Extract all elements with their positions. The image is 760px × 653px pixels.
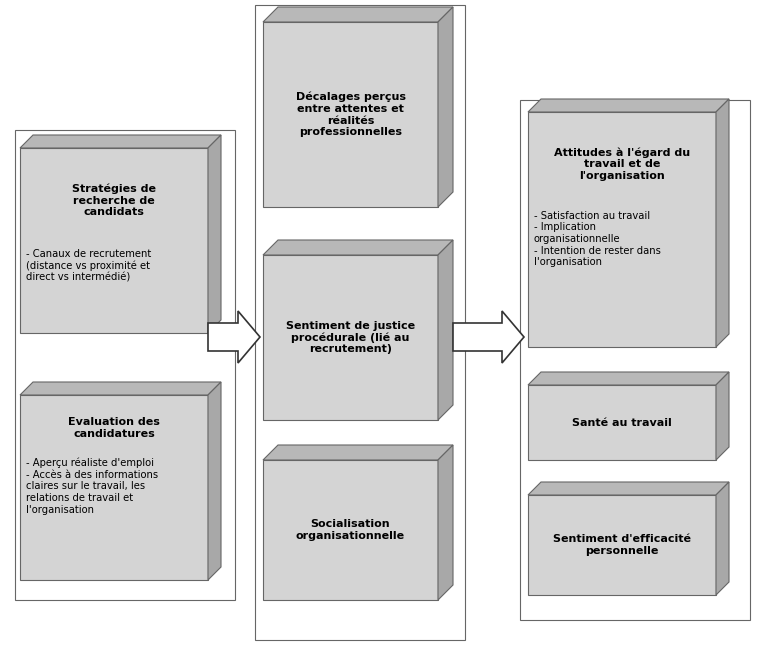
Polygon shape <box>20 395 208 580</box>
Polygon shape <box>263 240 453 255</box>
Polygon shape <box>528 482 729 495</box>
Polygon shape <box>528 112 716 347</box>
Text: Stratégies de
recherche de
candidats: Stratégies de recherche de candidats <box>72 183 156 217</box>
Polygon shape <box>20 135 221 148</box>
Text: Sentiment d'efficacité
personnelle: Sentiment d'efficacité personnelle <box>553 534 691 556</box>
Polygon shape <box>438 240 453 420</box>
Text: Socialisation
organisationnelle: Socialisation organisationnelle <box>296 519 405 541</box>
Text: - Aperçu réaliste d'emploi
- Accès à des informations
claires sur le travail, le: - Aperçu réaliste d'emploi - Accès à des… <box>26 458 158 515</box>
Polygon shape <box>528 495 716 595</box>
Polygon shape <box>208 382 221 580</box>
Polygon shape <box>208 135 221 333</box>
Polygon shape <box>438 445 453 600</box>
Polygon shape <box>716 482 729 595</box>
Text: - Satisfaction au travail
- Implication
organisationnelle
- Intention de rester : - Satisfaction au travail - Implication … <box>534 211 661 267</box>
Polygon shape <box>20 148 208 333</box>
Text: Attitudes à l'égard du
travail et de
l'organisation: Attitudes à l'égard du travail et de l'o… <box>554 148 690 181</box>
Polygon shape <box>528 99 729 112</box>
Text: Sentiment de justice
procédurale (lié au
recrutement): Sentiment de justice procédurale (lié au… <box>286 321 415 355</box>
Polygon shape <box>716 372 729 460</box>
Text: Evaluation des
candidatures: Evaluation des candidatures <box>68 417 160 439</box>
Polygon shape <box>263 255 438 420</box>
Polygon shape <box>263 460 438 600</box>
Polygon shape <box>453 311 524 363</box>
Polygon shape <box>208 311 260 363</box>
Polygon shape <box>263 22 438 207</box>
Polygon shape <box>438 7 453 207</box>
Text: - Canaux de recrutement
(distance vs proximité et
direct vs intermédié): - Canaux de recrutement (distance vs pro… <box>26 249 151 283</box>
Text: Décalages perçus
entre attentes et
réalités
professionnelles: Décalages perçus entre attentes et réali… <box>296 92 406 137</box>
Polygon shape <box>20 382 221 395</box>
Text: Santé au travail: Santé au travail <box>572 417 672 428</box>
Polygon shape <box>263 7 453 22</box>
Polygon shape <box>528 385 716 460</box>
Polygon shape <box>528 372 729 385</box>
Polygon shape <box>263 445 453 460</box>
Polygon shape <box>716 99 729 347</box>
